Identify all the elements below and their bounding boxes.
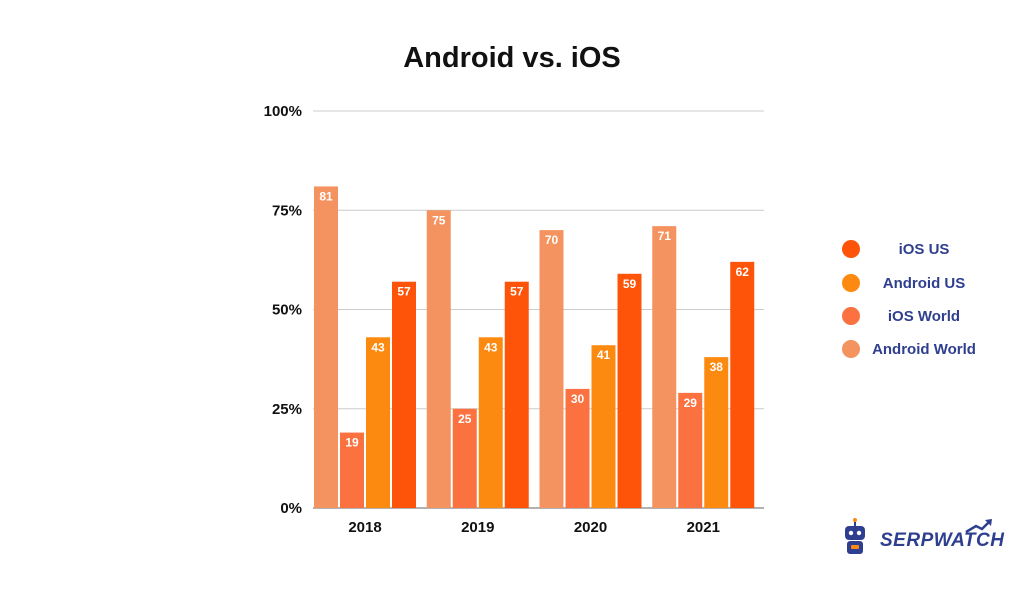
bar — [452, 408, 477, 508]
legend-label: Android US — [883, 275, 966, 292]
data-label: 71 — [658, 229, 672, 243]
x-axis: 2018 2019 2020 2021 — [348, 519, 720, 536]
bar — [314, 186, 338, 508]
data-label: 38 — [710, 360, 724, 374]
bar — [392, 281, 416, 508]
serpwatch-logo: SERPWATCH — [842, 518, 1005, 558]
bar — [652, 226, 677, 508]
logo-text: SERPWATCH — [880, 530, 1005, 551]
bars: 81 19 43 57 75 25 43 57 70 30 41 59 71 29 38 62 — [314, 186, 755, 508]
bar — [730, 261, 755, 508]
legend-marker — [842, 240, 860, 258]
data-label: 75 — [432, 213, 446, 227]
data-label: 41 — [597, 348, 611, 362]
bar — [617, 273, 642, 508]
y-tick-label: 50% — [272, 302, 302, 319]
bar — [678, 392, 703, 508]
y-tick-label: 75% — [272, 202, 302, 219]
bar — [504, 281, 529, 508]
data-label: 57 — [397, 285, 411, 299]
legend-label: Android World — [872, 341, 976, 358]
bar — [426, 210, 451, 508]
x-tick-label: 2018 — [348, 519, 381, 536]
data-label: 57 — [510, 285, 524, 299]
data-label: 43 — [484, 340, 498, 354]
legend-marker — [842, 307, 860, 325]
data-label: 19 — [345, 436, 359, 450]
chart-title: Android vs. iOS — [403, 42, 621, 74]
legend: iOS US Android US iOS World Android World — [842, 240, 976, 358]
legend-marker — [842, 340, 860, 358]
y-tick-label: 25% — [272, 401, 302, 418]
bar — [340, 432, 364, 508]
x-tick-label: 2020 — [574, 519, 607, 536]
bar — [478, 337, 503, 508]
legend-label: iOS World — [888, 308, 960, 325]
data-label: 81 — [319, 189, 333, 203]
data-label: 59 — [623, 277, 637, 291]
data-label: 62 — [736, 265, 750, 279]
x-tick-label: 2021 — [687, 519, 720, 536]
bar — [539, 230, 564, 508]
bar — [366, 337, 390, 508]
data-label: 29 — [684, 396, 698, 410]
x-tick-label: 2019 — [461, 519, 494, 536]
data-label: 70 — [545, 233, 559, 247]
y-tick-label: 100% — [264, 103, 302, 120]
robot-icon — [845, 518, 865, 554]
legend-marker — [842, 274, 860, 292]
data-label: 30 — [571, 392, 585, 406]
bar — [565, 388, 590, 508]
y-axis: 0% 25% 50% 75% 100% — [264, 103, 302, 517]
trend-arrow-icon — [965, 519, 992, 534]
data-label: 43 — [371, 340, 385, 354]
bar — [704, 357, 729, 508]
data-label: 25 — [458, 412, 472, 426]
legend-label: iOS US — [899, 241, 950, 258]
y-tick-label: 0% — [280, 500, 302, 517]
bar — [591, 345, 616, 508]
